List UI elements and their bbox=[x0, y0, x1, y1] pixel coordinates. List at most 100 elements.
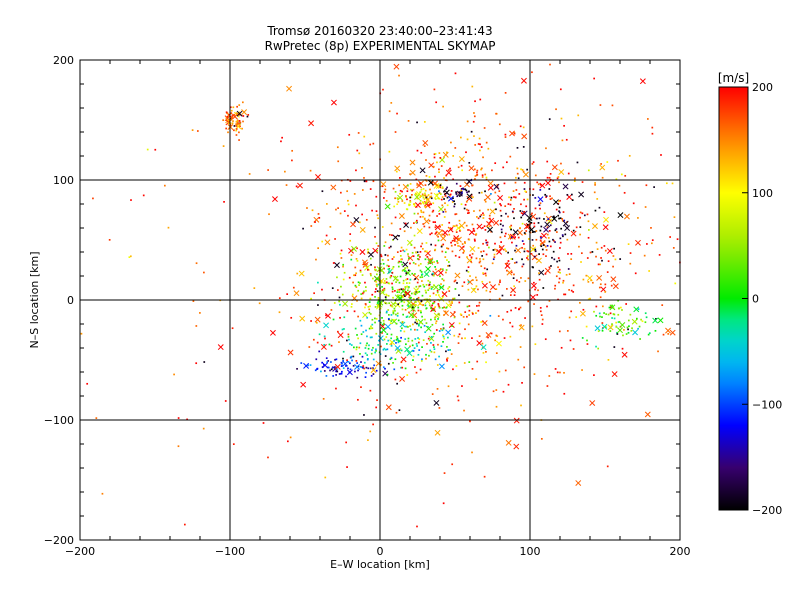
data-point bbox=[375, 283, 378, 286]
data-point bbox=[406, 278, 409, 280]
data-point bbox=[434, 318, 436, 321]
data-point bbox=[278, 311, 281, 314]
data-point bbox=[183, 523, 186, 526]
data-point bbox=[418, 285, 421, 288]
data-point bbox=[564, 225, 571, 232]
data-point bbox=[425, 180, 428, 182]
data-point bbox=[384, 323, 391, 330]
data-point bbox=[339, 316, 341, 319]
data-point bbox=[442, 328, 445, 331]
data-point bbox=[413, 205, 416, 207]
data-point bbox=[471, 311, 474, 314]
data-point bbox=[533, 373, 536, 375]
data-point bbox=[601, 305, 604, 308]
data-point bbox=[383, 347, 386, 350]
data-point bbox=[428, 354, 430, 357]
data-point bbox=[236, 110, 243, 117]
data-point bbox=[236, 119, 239, 122]
data-point bbox=[607, 260, 610, 263]
data-point bbox=[413, 222, 415, 224]
data-point bbox=[347, 367, 349, 370]
data-point bbox=[375, 332, 378, 335]
data-point bbox=[544, 245, 547, 248]
data-point bbox=[644, 312, 647, 315]
data-point bbox=[324, 239, 331, 246]
data-point bbox=[442, 105, 444, 108]
data-point bbox=[411, 339, 414, 342]
data-point bbox=[499, 203, 501, 205]
data-point bbox=[629, 313, 632, 316]
data-point bbox=[199, 312, 201, 314]
data-point bbox=[398, 291, 401, 293]
data-point bbox=[502, 318, 504, 321]
data-point bbox=[417, 353, 420, 356]
data-point bbox=[419, 191, 421, 194]
data-point bbox=[417, 258, 420, 261]
data-point bbox=[452, 197, 454, 200]
data-point bbox=[582, 278, 585, 281]
data-point bbox=[347, 333, 350, 336]
data-point bbox=[222, 119, 225, 121]
data-point bbox=[539, 306, 542, 309]
data-point bbox=[337, 207, 339, 209]
data-point bbox=[521, 258, 523, 261]
data-point bbox=[355, 348, 358, 351]
data-point bbox=[466, 208, 468, 211]
data-point bbox=[362, 312, 369, 318]
data-point bbox=[314, 369, 317, 372]
data-point bbox=[399, 192, 401, 195]
data-point bbox=[500, 214, 503, 217]
data-point bbox=[420, 311, 422, 314]
data-point bbox=[451, 201, 454, 203]
data-point bbox=[315, 258, 317, 261]
data-point bbox=[647, 333, 650, 336]
data-point bbox=[472, 196, 474, 198]
data-point bbox=[335, 374, 337, 376]
data-point bbox=[477, 143, 480, 145]
data-point bbox=[431, 304, 433, 307]
data-point bbox=[508, 196, 510, 199]
data-point bbox=[622, 334, 624, 337]
data-point bbox=[441, 186, 444, 189]
data-point bbox=[479, 215, 482, 218]
data-point bbox=[392, 311, 395, 314]
data-point bbox=[430, 197, 433, 200]
data-point bbox=[514, 196, 517, 199]
data-point bbox=[563, 124, 565, 127]
data-point bbox=[441, 224, 444, 226]
data-point bbox=[386, 264, 389, 267]
data-point bbox=[383, 197, 385, 199]
data-point bbox=[382, 322, 385, 325]
data-point bbox=[425, 322, 428, 324]
data-point bbox=[432, 309, 435, 312]
data-point bbox=[469, 420, 471, 423]
data-point bbox=[315, 358, 318, 361]
data-point bbox=[478, 261, 481, 264]
data-point bbox=[660, 154, 662, 156]
data-point bbox=[669, 329, 676, 336]
data-point bbox=[334, 363, 341, 370]
data-point bbox=[509, 130, 515, 137]
data-point bbox=[658, 254, 661, 256]
data-point bbox=[545, 147, 547, 150]
data-point bbox=[233, 125, 236, 127]
data-point bbox=[527, 258, 529, 261]
data-point bbox=[495, 250, 498, 252]
data-point bbox=[511, 325, 514, 328]
data-point bbox=[587, 169, 590, 172]
data-point bbox=[452, 368, 454, 371]
data-point bbox=[607, 313, 610, 316]
data-point bbox=[337, 332, 344, 339]
y-tick-label: −100 bbox=[44, 414, 74, 427]
data-point bbox=[420, 151, 423, 154]
data-point bbox=[487, 147, 490, 150]
data-point bbox=[481, 282, 488, 289]
data-point bbox=[317, 281, 319, 284]
data-point bbox=[456, 190, 463, 197]
data-point bbox=[371, 327, 374, 330]
data-point bbox=[431, 323, 434, 326]
data-point bbox=[603, 211, 606, 213]
data-point bbox=[356, 334, 358, 336]
data-point bbox=[604, 326, 607, 329]
data-point bbox=[628, 325, 630, 328]
